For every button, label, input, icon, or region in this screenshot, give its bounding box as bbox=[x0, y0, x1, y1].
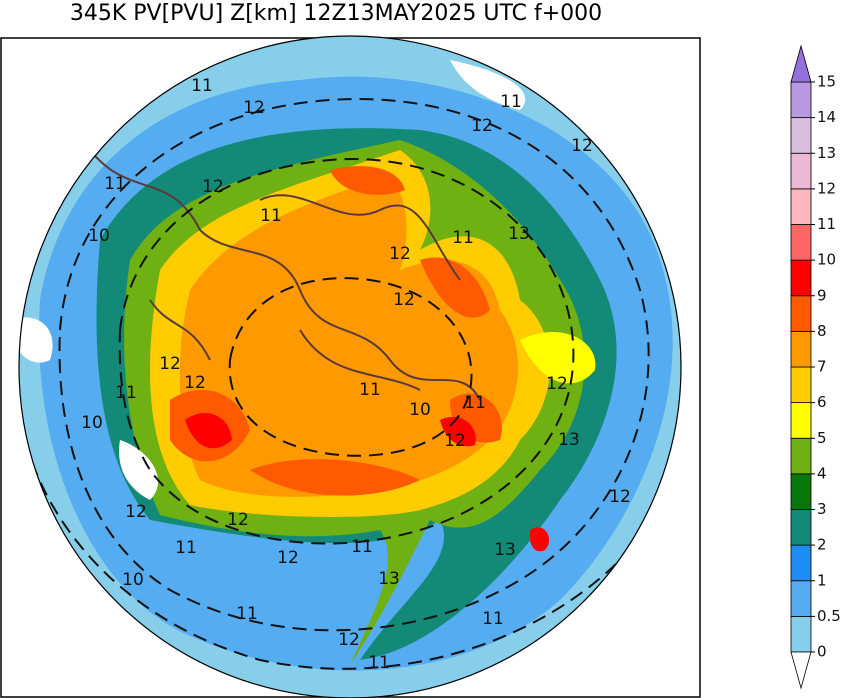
contour-label: 12 bbox=[609, 487, 631, 507]
pv-band bbox=[520, 331, 596, 384]
map-edge bbox=[18, 35, 682, 698]
pv-max bbox=[185, 412, 550, 552]
contour-label: 10 bbox=[409, 400, 431, 420]
contour-label: 11 bbox=[191, 76, 213, 96]
contour-label: 11 bbox=[482, 609, 504, 629]
contour-label: 11 bbox=[464, 393, 486, 413]
contour-label: 12 bbox=[243, 98, 265, 118]
contour-label: 12 bbox=[125, 502, 147, 522]
contour-label: 12 bbox=[184, 373, 206, 393]
colorbar-segment bbox=[790, 152, 812, 190]
colorbar-segment bbox=[790, 615, 812, 653]
contour-label: 11 bbox=[452, 228, 474, 248]
contour-label: 12 bbox=[444, 431, 466, 451]
colorbar-label: 0 bbox=[817, 643, 827, 661]
colorbar-label: 6 bbox=[817, 393, 827, 411]
colorbar-label: 5 bbox=[817, 429, 827, 447]
contour-label: 12 bbox=[546, 374, 568, 394]
colorbar-label: 10 bbox=[817, 251, 836, 269]
colorbar-segment bbox=[790, 117, 812, 154]
contour-label: 13 bbox=[558, 430, 580, 450]
colorbar-label: 11 bbox=[817, 215, 836, 233]
colorbar-label: 9 bbox=[817, 286, 827, 304]
contour-label: 12 bbox=[471, 116, 493, 136]
map bbox=[19, 36, 681, 698]
colorbar-segment bbox=[790, 473, 812, 510]
colorbar-label: 8 bbox=[817, 322, 827, 340]
colorbar-segment bbox=[790, 295, 812, 332]
colorbar-segment bbox=[790, 544, 812, 582]
coastline bbox=[89, 149, 481, 401]
contour-label: 11 bbox=[359, 380, 381, 400]
colorbar-segment bbox=[790, 259, 812, 297]
contour-label: 12 bbox=[571, 136, 593, 156]
contour-label: 11 bbox=[260, 206, 282, 226]
colorbar-segment bbox=[790, 437, 812, 475]
contour-label: 11 bbox=[500, 92, 522, 112]
contour-label: 12 bbox=[389, 244, 411, 264]
colorbar-label: 15 bbox=[817, 73, 836, 91]
height-contour bbox=[58, 98, 650, 632]
contour-label: 12 bbox=[227, 510, 249, 530]
colorbar-label: 13 bbox=[817, 144, 836, 162]
colorbar-over bbox=[790, 44, 812, 83]
colorbar-label: 7 bbox=[817, 358, 827, 376]
colorbar-label: 1 bbox=[817, 571, 827, 589]
colorbar-label: 14 bbox=[817, 108, 836, 126]
height-contour bbox=[19, 419, 621, 670]
colorbar-label: 2 bbox=[817, 536, 827, 554]
colorbar-label: 4 bbox=[817, 464, 827, 482]
colorbar-under bbox=[790, 651, 812, 690]
contour-label: 12 bbox=[202, 177, 224, 197]
colorbar-segment bbox=[790, 224, 812, 261]
colorbar-segment bbox=[790, 402, 812, 439]
colorbar-segment bbox=[790, 366, 812, 404]
colorbar-label: 12 bbox=[817, 179, 836, 197]
contour-label: 11 bbox=[236, 604, 258, 624]
contour-label: 13 bbox=[494, 540, 516, 560]
contour-label: 11 bbox=[104, 174, 126, 194]
colorbar-segment bbox=[790, 330, 812, 368]
contour-label: 13 bbox=[508, 224, 530, 244]
contour-label: 11 bbox=[175, 538, 197, 558]
colorbar-label: 0.5 bbox=[817, 607, 841, 625]
colorbar-segment bbox=[790, 188, 812, 225]
colorbar-segment bbox=[790, 81, 812, 119]
contour-label: 11 bbox=[115, 383, 137, 403]
colorbar-segment bbox=[790, 580, 812, 617]
contour-label: 11 bbox=[351, 537, 373, 557]
contour-label: 11 bbox=[368, 653, 390, 673]
title: 345K PV[PVU] Z[km] 12Z13MAY2025 UTC f+00… bbox=[70, 1, 602, 26]
height-contour bbox=[228, 277, 473, 457]
contour-label: 12 bbox=[338, 630, 360, 650]
contour-label: 10 bbox=[81, 413, 103, 433]
contour-label: 12 bbox=[393, 290, 415, 310]
contour-label: 12 bbox=[159, 354, 181, 374]
contour-label: 10 bbox=[122, 570, 144, 590]
colorbar-segment bbox=[790, 509, 812, 546]
colorbar-label: 3 bbox=[817, 500, 827, 518]
contour-label: 12 bbox=[277, 548, 299, 568]
contour-label: 10 bbox=[88, 226, 110, 246]
contour-label: 13 bbox=[378, 569, 400, 589]
